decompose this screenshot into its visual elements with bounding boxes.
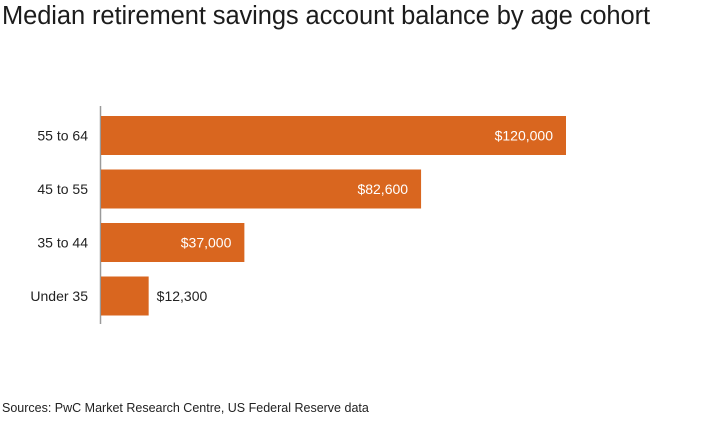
data-label: $82,600 (357, 181, 408, 197)
source-note: Sources: PwC Market Research Centre, US … (2, 401, 369, 415)
bars-group: 55 to 64 $120,000 45 to 55 $82,600 35 to 44 $… (30, 116, 566, 316)
category-label: 55 to 64 (37, 128, 88, 144)
bar (101, 276, 149, 316)
category-label: 35 to 44 (37, 235, 88, 251)
data-label: $37,000 (181, 235, 232, 251)
data-label: $120,000 (495, 128, 554, 144)
bar (101, 223, 245, 262)
data-label: $12,300 (157, 288, 208, 304)
chart-title: Median retirement savings account balanc… (2, 2, 650, 30)
bar (101, 169, 422, 209)
category-label: Under 35 (30, 288, 88, 304)
category-label: 45 to 55 (37, 181, 88, 197)
bar (101, 116, 566, 155)
